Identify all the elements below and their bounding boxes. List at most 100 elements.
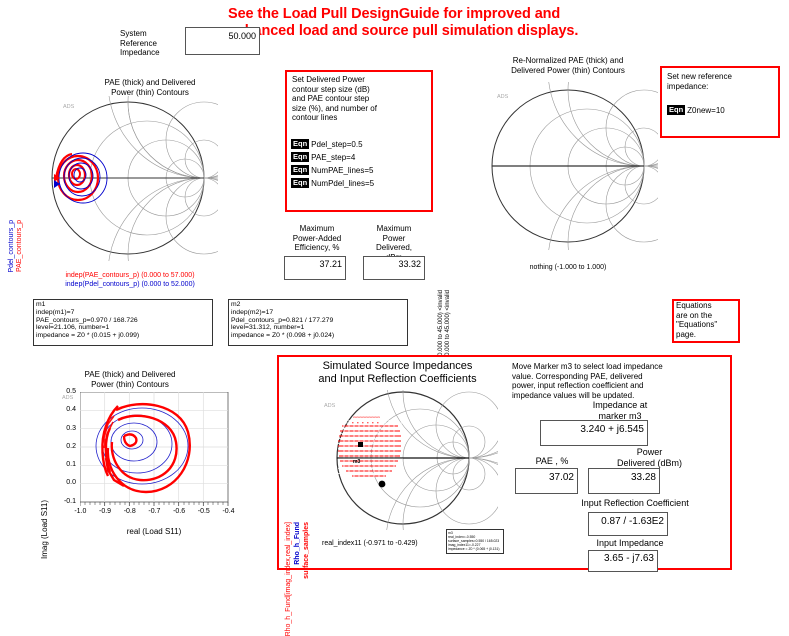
y-tick: 0.0 <box>66 479 76 487</box>
y-tick: 0.1 <box>66 461 76 469</box>
sysref-line-2: Reference <box>120 38 157 48</box>
left-chart-y-label-red: PAE_contours_p <box>16 220 23 273</box>
source-y-label-blue: Rho_h_Fund <box>294 522 301 565</box>
source-panel-title: Simulated Source Impedances and Input Re… <box>285 360 510 386</box>
y-tick: -0.1 <box>63 497 76 505</box>
imp-label-line-1: Impedance at <box>592 400 648 410</box>
contour-desc-line-5: contour lines <box>292 113 338 122</box>
y-tick: 0.5 <box>66 388 76 395</box>
source-panel-title-line-2: and Input Reflection Coefficients <box>318 373 477 385</box>
renorm-chart-x-label: nothing (-1.000 to 1.000) <box>529 264 607 271</box>
contour-settings-box <box>285 70 433 212</box>
bottom-chart-title: PAE (thick) and Delivered Power (thin) C… <box>45 370 215 389</box>
new-ref-desc: Set new reference impedance: <box>667 72 777 91</box>
contour-desc-line-4: size (%), and number of <box>292 103 377 113</box>
new-ref-equation-row[interactable]: Eqn Z0new=10 <box>667 105 725 115</box>
bottom-chart-ads-tag: ADS <box>62 395 74 401</box>
x-tick: -0.8 <box>123 508 136 515</box>
contour-desc-line-2: contour step size (dB) <box>292 84 370 94</box>
y-tick: 0.3 <box>66 424 76 432</box>
results-instr-line-3: power, input reflection coefficient and <box>512 381 644 390</box>
source-y-label-red-2: surface_samples <box>303 522 310 579</box>
new-ref-desc-line-2: impedance: <box>667 81 709 91</box>
impedance-at-m3-label: Impedance at marker m3 <box>530 400 710 421</box>
new-ref-desc-line-1: Set new reference <box>667 72 732 81</box>
system-reference-impedance-value[interactable]: 50.000 <box>185 27 260 55</box>
m1-line-1: m1 <box>36 301 46 308</box>
power-delivered-result-label: Power Delivered (dBm) <box>597 447 702 468</box>
equation-row-numpae-lines[interactable]: Eqn NumPAE_lines=5 <box>291 165 374 175</box>
contour-desc-line-3: and PAE contour step <box>292 94 370 103</box>
input-impedance-label: Input Impedance <box>596 538 664 548</box>
equation-row-pae-step[interactable]: Eqn PAE_step=4 <box>291 152 374 162</box>
left-chart-title-line-2: Power (thin) Contours <box>111 87 189 97</box>
max-pdel-label-line-3: Delivered, <box>375 243 412 252</box>
max-pae-label: Maximum Power-Added Efficiency, % <box>281 224 353 253</box>
eqn-tag-icon: Eqn <box>291 152 310 162</box>
system-reference-impedance-label: System Reference Impedance <box>120 29 190 58</box>
contour-equations-list: Eqn Pdel_step=0.5 Eqn PAE_step=4 Eqn Num… <box>291 139 374 191</box>
contour-settings-desc: Set Delivered Power contour step size (d… <box>292 75 430 123</box>
bottom-chart-title-line-2: Power (thin) Contours <box>91 379 169 389</box>
m2-line-4: level=31.312, number=1 <box>231 324 305 332</box>
max-pae-label-line-3: Efficiency, % <box>294 243 340 252</box>
banner-line-2: enhanced load and source pull simulation… <box>228 23 579 39</box>
left-chart-ads-tag: ADS <box>63 104 75 110</box>
m3-line-1: m3 <box>448 531 453 535</box>
power-delivered-result-value[interactable]: 33.28 <box>588 468 660 494</box>
x-tick: -0.9 <box>99 508 112 515</box>
equation-text: NumPAE_lines=5 <box>311 165 374 175</box>
input-impedance-value[interactable]: 3.65 - j7.63 <box>588 550 658 572</box>
y-tick: 0.2 <box>66 442 76 450</box>
source-chart-m3-label: m3 <box>353 459 361 465</box>
left-chart-x-labels: indep(PAE_contours_p) (0.000 to 57.000) … <box>45 272 215 289</box>
source-smith-chart[interactable]: xxxxxxxxxxxxxxxxxx <box>308 390 498 530</box>
m2-line-5: impedance = Z0 * (0.098 + j0.024) <box>231 332 335 340</box>
new-reference-impedance-box <box>660 66 780 138</box>
pae-result-value[interactable]: 37.02 <box>515 468 578 494</box>
equations-note-line-3: "Equations" <box>676 320 718 329</box>
input-reflection-label: Input Reflection Coefficient <box>581 498 689 508</box>
eqn-tag-icon: Eqn <box>291 178 310 188</box>
marker-m3-box[interactable]: m3 real_index=-0.550 surface_samples=0.5… <box>446 529 504 554</box>
m1-line-2: indep(m1)=7 <box>36 308 75 316</box>
banner-line-1: See the Load Pull DesignGuide for improv… <box>228 6 561 22</box>
max-power-delivered-value[interactable]: 33.32 <box>363 256 425 280</box>
left-smith-chart[interactable] <box>38 96 218 261</box>
marker-m1-box[interactable]: m1 indep(m1)=7 PAE_contours_p=0.970 / 16… <box>33 299 213 346</box>
marker-m2-box[interactable]: m2 indep(m2)=17 Pdel_contours_p=0.821 / … <box>228 299 408 346</box>
m3-line-5: impedance = Z0 * (0.065 + j0.131) <box>448 547 500 552</box>
max-pae-label-line-1: Maximum <box>299 224 335 233</box>
max-pae-label-line-2: Power-Added <box>292 233 342 243</box>
renorm-chart-title: Re-Normalized PAE (thick) and Delivered … <box>478 56 658 75</box>
results-instr-line-4: impedance values will be updated. <box>512 390 635 400</box>
eqn-tag-icon: Eqn <box>667 105 686 115</box>
equations-note-line-1: Equations <box>676 301 712 310</box>
input-reflection-value[interactable]: 0.87 / -1.63E2 <box>588 512 668 536</box>
x-tick: -0.5 <box>197 508 210 515</box>
bottom-chart-y-ticks: 0.5 0.4 0.3 0.2 0.1 0.0 -0.1 <box>50 388 76 516</box>
eqn-tag-icon: Eqn <box>291 165 310 175</box>
source-panel-ads-tag: ADS <box>324 403 336 409</box>
x-tick: -0.6 <box>173 508 186 515</box>
equation-row-pdel-step[interactable]: Eqn Pdel_step=0.5 <box>291 139 374 149</box>
max-pae-value[interactable]: 37.21 <box>284 256 346 280</box>
m3-line-4: imag_index11=-0.227 <box>448 543 481 548</box>
m1-line-4: level=21.106, number=1 <box>36 324 110 332</box>
equations-note-line-2: are on the <box>676 310 713 320</box>
bottom-contour-plot[interactable] <box>80 392 230 527</box>
m3-line-2: real_index=-0.550 <box>448 535 476 540</box>
renorm-smith-chart[interactable] <box>478 82 658 250</box>
bottom-chart-x-axis-label: real (Load S11) <box>126 527 182 536</box>
equation-text: Pdel_step=0.5 <box>311 139 363 149</box>
equations-note-line-4: page. <box>676 329 697 339</box>
bottom-chart-x-ticks: -1.0 -0.9 -0.8 -0.7 -0.6 -0.5 -0.4 <box>68 508 242 517</box>
equation-row-numpdel-lines[interactable]: Eqn NumPdel_lines=5 <box>291 178 374 188</box>
impedance-at-m3-value[interactable]: 3.240 + j6.545 <box>540 420 648 446</box>
max-pdel-label-line-2: Power <box>382 233 406 243</box>
m3-line-3: surface_samples=0.550 / 165.023 <box>448 539 500 544</box>
pdel-label-line-1: Power <box>636 447 663 457</box>
x-tick: -0.7 <box>148 508 161 515</box>
source-panel-title-line-1: Simulated Source Impedances <box>322 360 473 372</box>
banner-text: See the Load Pull DesignGuide for improv… <box>228 6 698 40</box>
